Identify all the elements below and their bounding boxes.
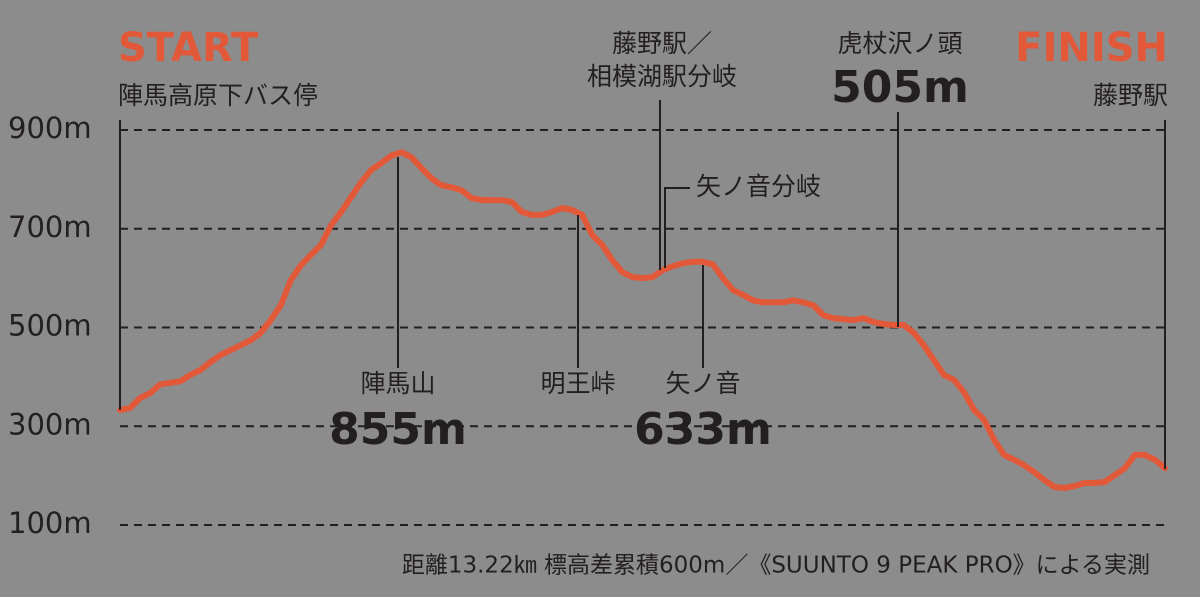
pass-name: 明王峠 bbox=[540, 369, 615, 398]
y-tick-label: 500m bbox=[8, 309, 92, 343]
branch-label: 矢ノ音分岐 bbox=[696, 172, 821, 201]
peak-elevation: 505m bbox=[831, 62, 969, 113]
peak-name: 虎杖沢ノ頭 bbox=[837, 29, 962, 58]
pointer bbox=[664, 187, 690, 268]
junction-label: 相模湖駅分岐 bbox=[587, 62, 737, 91]
peak-elevation: 633m bbox=[634, 404, 772, 455]
peak-elevation: 855m bbox=[329, 404, 467, 455]
pointers bbox=[119, 100, 1166, 469]
footnote: 距離13.22㎞ 標高差累積600m／《SUUNTO 9 PEAK PRO》によ… bbox=[402, 553, 1150, 579]
junction-label: 藤野駅／ bbox=[612, 29, 712, 58]
y-tick-label: 300m bbox=[8, 407, 92, 441]
finish-place: 藤野駅 bbox=[1093, 81, 1168, 110]
elevation-line bbox=[117, 149, 1168, 491]
y-tick-label: 700m bbox=[8, 210, 92, 244]
start-label: START bbox=[118, 25, 259, 71]
peak-name: 陣馬山 bbox=[360, 369, 435, 398]
start-place: 陣馬高原下バス停 bbox=[118, 81, 318, 110]
y-tick-label: 900m bbox=[8, 111, 92, 145]
peak-name: 矢ノ音 bbox=[665, 369, 740, 398]
finish-label: FINISH bbox=[1015, 25, 1168, 71]
y-tick-label: 100m bbox=[8, 506, 92, 540]
